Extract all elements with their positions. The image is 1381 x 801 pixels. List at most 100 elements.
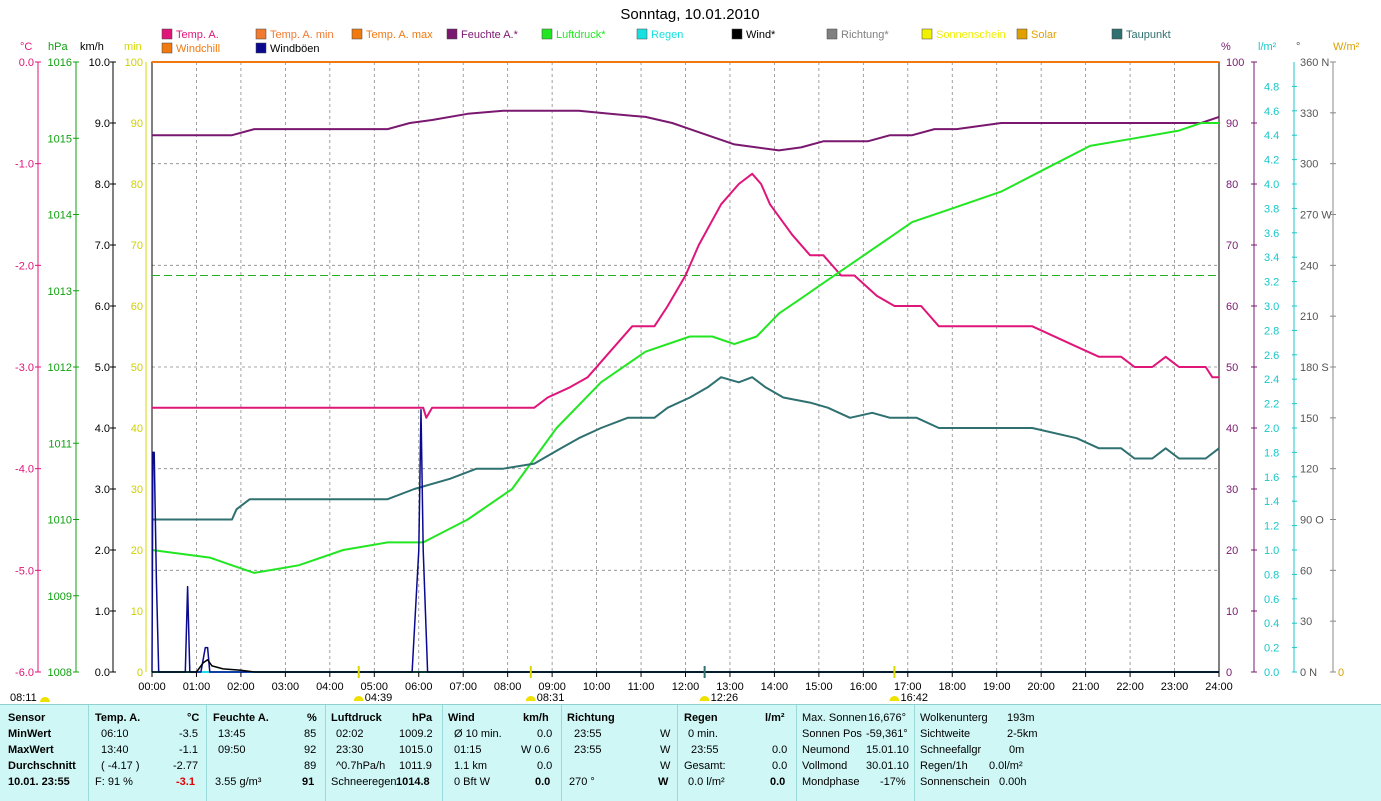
legend-swatch-11 — [161, 42, 173, 54]
tick-rain-10: 2.8 — [1264, 325, 1279, 337]
tick-x-17: 17:00 — [894, 681, 922, 693]
tick-hpa-2: 1014 — [48, 210, 72, 222]
tick-rain-6: 3.6 — [1264, 228, 1279, 240]
min-temp-value: -3.5 — [179, 728, 198, 740]
legend-label-3: Feuchte A.* — [461, 29, 519, 41]
tick-dir-11: 30 — [1300, 616, 1312, 628]
tick-rain-0: 4.8 — [1264, 81, 1279, 93]
avg-regen-label: Gesamt: — [684, 760, 726, 772]
avg-luft-trend: ^0.7hPa/h — [336, 760, 386, 772]
row-min-label: MinWert — [8, 728, 52, 740]
tick-pct-0: 100 — [1226, 57, 1244, 69]
tick-kmh-6: 4.0 — [95, 423, 110, 435]
max-luft-time: 23:30 — [336, 744, 364, 756]
tick-pct-5: 50 — [1226, 362, 1238, 374]
avg-temp-extra: ( -4.17 ) — [101, 760, 140, 772]
tick-x-10: 10:00 — [583, 681, 611, 693]
legend-swatch-3 — [446, 28, 458, 40]
tick-x-22: 22:00 — [1116, 681, 1144, 693]
tick-min-5: 50 — [131, 362, 143, 374]
tick-rain-9: 3.0 — [1264, 301, 1279, 313]
tick-rain-21: 0.6 — [1264, 594, 1279, 606]
tick-rain-23: 0.2 — [1264, 643, 1279, 655]
unit-min: min — [124, 41, 142, 53]
max-wind-value: W 0.6 — [521, 744, 550, 756]
now-temp-humidity: F: 91 % — [95, 776, 133, 788]
tick-temp-0: 0.0 — [19, 57, 34, 69]
tick-pct-3: 70 — [1226, 240, 1238, 252]
avg-temp-value: -2.77 — [173, 760, 199, 772]
tick-dir-12: 0 N — [1300, 667, 1317, 679]
tick-dir-0: 360 N — [1300, 57, 1329, 69]
legend-swatch-8 — [921, 28, 933, 40]
summary-table: Sensor Temp. A. °C Feuchte A. % Luftdruc… — [0, 704, 1381, 801]
legend-label-2: Temp. A. max — [366, 29, 433, 41]
legend-label-6: Wind* — [746, 29, 776, 41]
tick-dir-8: 120 — [1300, 464, 1318, 476]
now-weather: Schneeregen — [331, 776, 397, 788]
tick-rain-15: 1.8 — [1264, 447, 1279, 459]
avg-wind-distance: 1.1 km — [454, 760, 488, 772]
series-feuchtea-line — [152, 109, 1220, 152]
row-max-label: MaxWert — [8, 744, 54, 756]
tick-dir-6: 180 S — [1300, 362, 1329, 374]
sun-marker-label-3: 16:42 — [900, 692, 928, 704]
tick-pct-9: 10 — [1226, 606, 1238, 618]
series-windben-line — [151, 408, 1219, 673]
tick-pct-7: 30 — [1226, 484, 1238, 496]
tick-rain-24: 0.0 — [1264, 667, 1279, 679]
rain-1h-label: Regen/1h — [920, 760, 968, 772]
tick-pct-8: 20 — [1226, 545, 1238, 557]
tick-x-0: 00:00 — [138, 681, 166, 693]
tick-hpa-0: 1016 — [48, 57, 72, 69]
weather-chart: Sonntag, 10.01.2010 Temp. A. Temp. A. min… — [10, 6, 1360, 704]
sun-icon-3 — [889, 696, 900, 701]
min-luft-time: 02:02 — [336, 728, 364, 740]
tick-kmh-10: 0.0 — [95, 667, 110, 679]
chart-title: Sonntag, 10.01.2010 — [620, 6, 759, 23]
tick-hpa-5: 1011 — [48, 438, 72, 450]
tick-min-6: 40 — [131, 423, 143, 435]
tick-x-12: 12:00 — [672, 681, 700, 693]
tick-pct-6: 40 — [1226, 423, 1238, 435]
tick-rain-14: 2.0 — [1264, 423, 1279, 435]
min-richtung-time: 23:55 — [574, 728, 602, 740]
tick-x-13: 13:00 — [716, 681, 744, 693]
tick-kmh-7: 3.0 — [95, 484, 110, 496]
legend-label-10: Taupunkt — [1126, 29, 1171, 41]
legend-swatch-5 — [636, 28, 648, 40]
tick-x-9: 09:00 — [538, 681, 566, 693]
unit-kmh: km/h — [80, 41, 104, 53]
tick-x-18: 18:00 — [938, 681, 966, 693]
legend-label-9: Solar — [1031, 29, 1057, 41]
tick-hpa-4: 1012 — [48, 362, 72, 374]
tick-x-2: 02:00 — [227, 681, 255, 693]
tick-min-8: 20 — [131, 545, 143, 557]
max-temp-value: -1.1 — [179, 744, 198, 756]
chart-series — [151, 109, 1220, 673]
min-feuchte-value: 85 — [304, 728, 317, 740]
legend-swatch-12 — [255, 42, 267, 54]
max-richtung-value: W — [660, 744, 671, 756]
avg-wind-value: 0.0 — [537, 760, 553, 772]
avg-regen-value: 0.0 — [772, 760, 788, 772]
visibility-label: Sichtweite — [920, 728, 971, 740]
tick-rain-18: 1.2 — [1264, 521, 1279, 533]
chart-axes: 0.0 -1.0 -2.0 -3.0 -4.0 -5.0 -6.0 1016 1015 1014 1… — [15, 57, 1344, 693]
bottom-left-time: 08:11 — [10, 692, 37, 704]
unit-pct: % — [1221, 41, 1231, 53]
axis-units: °C hPa km/h min% l/m² ° W/m² — [20, 41, 1360, 53]
series-wind-line — [152, 659, 1219, 673]
tick-rain-8: 3.2 — [1264, 277, 1279, 289]
tick-hpa-3: 1013 — [48, 286, 72, 298]
sun-pos-value: -59,361° — [866, 728, 908, 740]
tick-kmh-1: 9.0 — [95, 118, 110, 130]
tick-temp-4: -4.0 — [15, 464, 34, 476]
sun-markers: 04:39 08:31 12:26 16:42 08:11 — [10, 666, 928, 704]
sunshine-label: Sonnenschein — [920, 776, 990, 788]
tick-x-6: 06:00 — [405, 681, 433, 693]
tick-min-2: 80 — [131, 179, 143, 191]
tick-x-5: 05:00 — [361, 681, 389, 693]
visibility-value: 2-5km — [1007, 728, 1038, 740]
min-temp-time: 06:10 — [101, 728, 129, 740]
